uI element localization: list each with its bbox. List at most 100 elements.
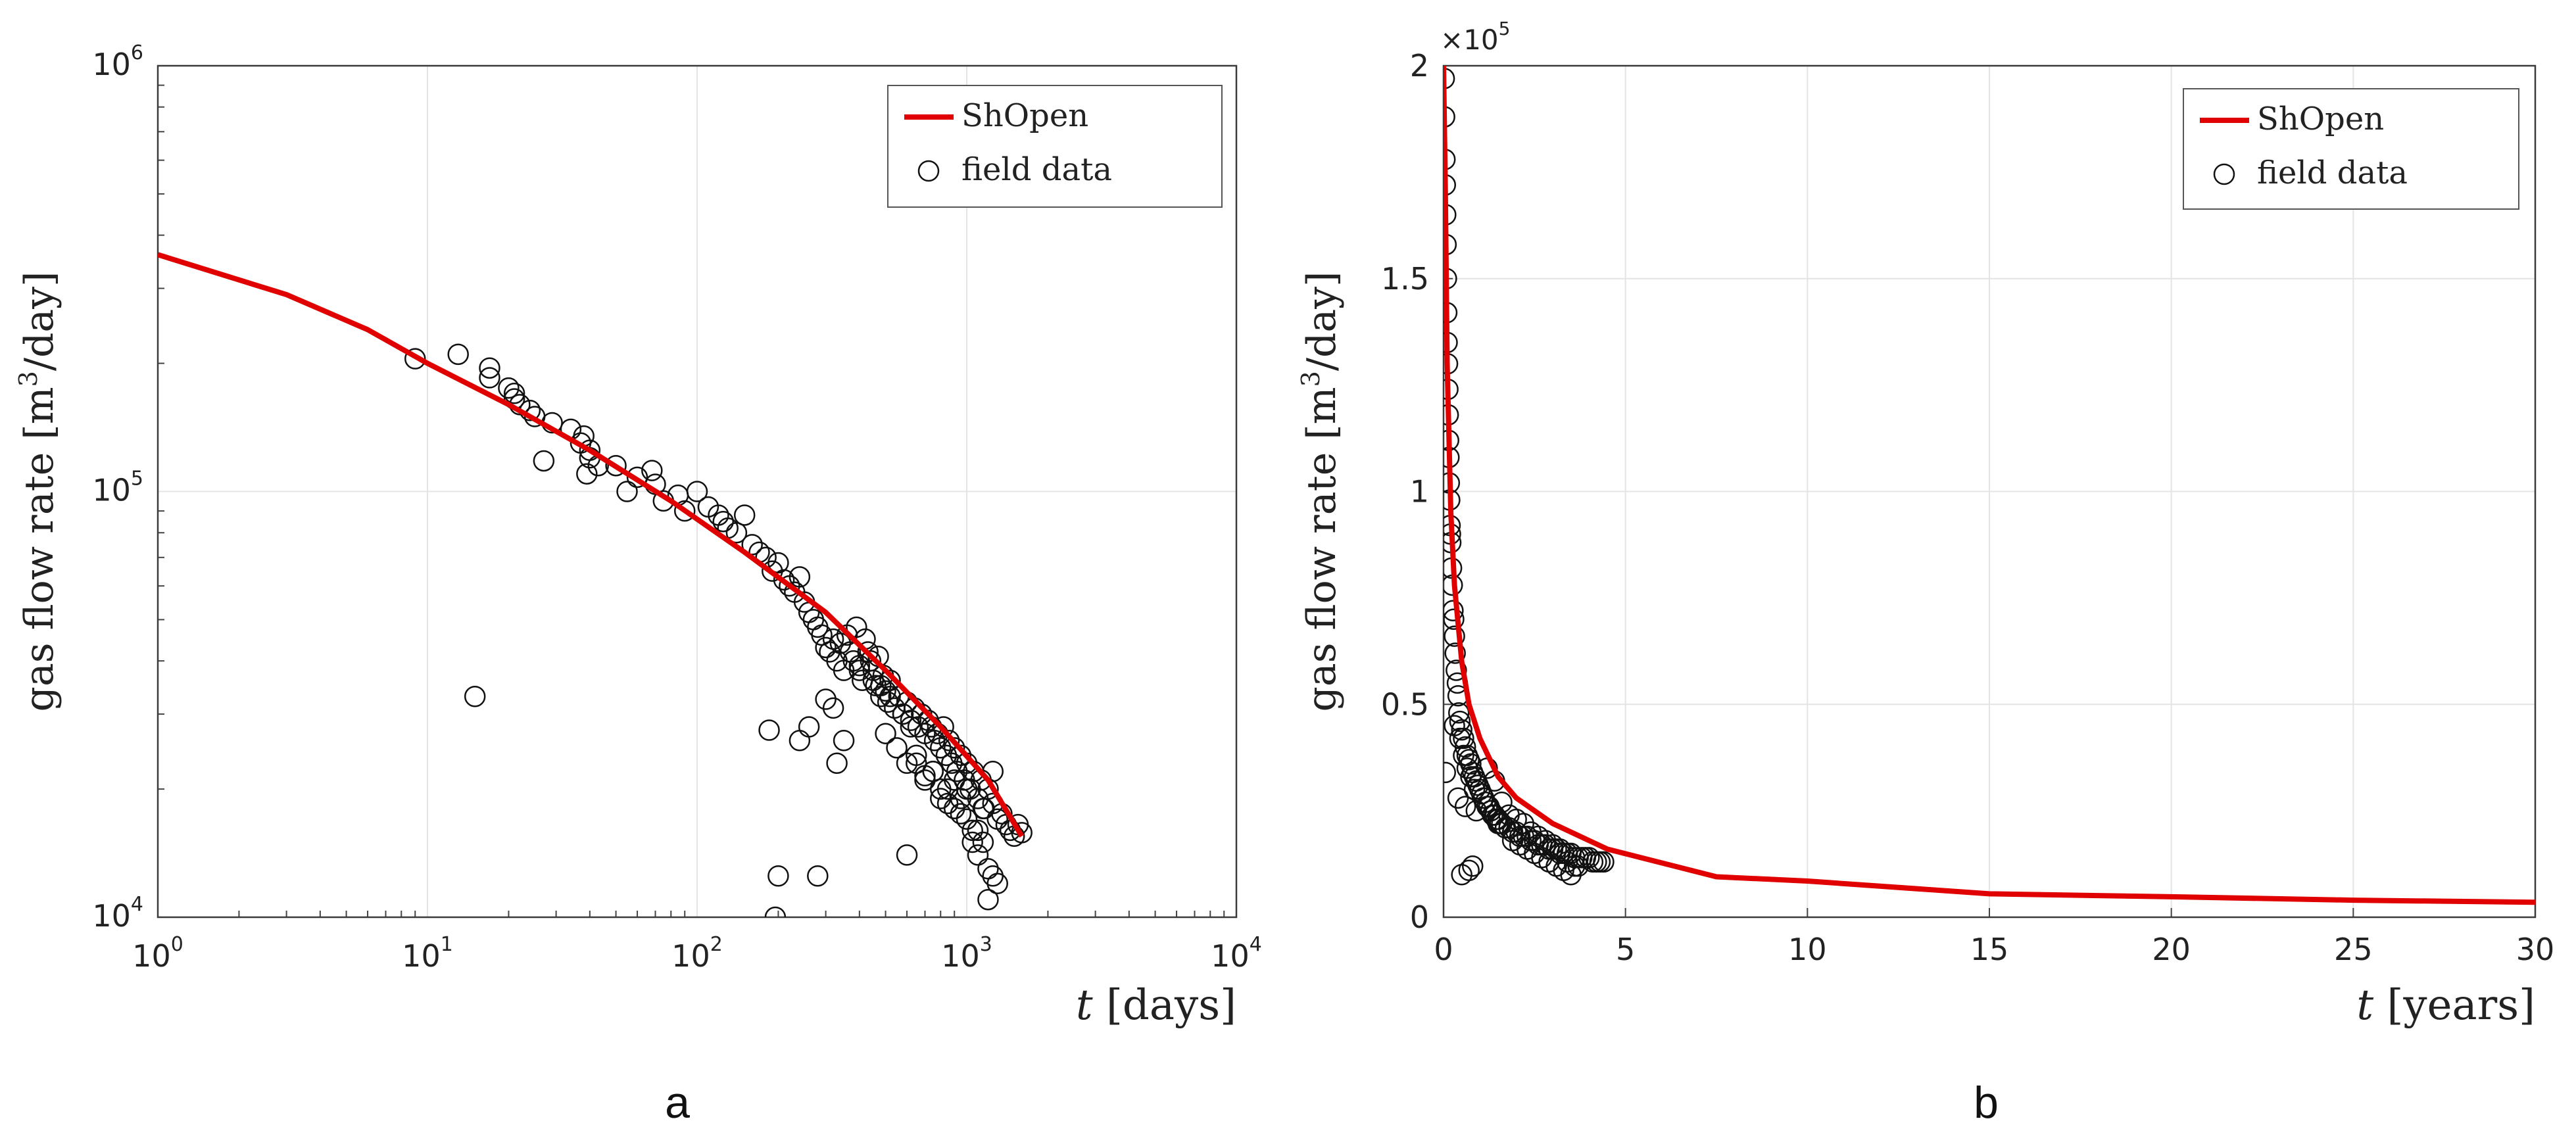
data-point-marker <box>914 769 936 791</box>
x-tick-label: 104 <box>1211 933 1262 974</box>
plot-series <box>158 252 1033 917</box>
data-point-marker <box>1458 859 1480 882</box>
data-point-marker <box>1444 642 1466 664</box>
data-point-marker <box>686 481 708 502</box>
data-point-marker <box>1593 851 1615 873</box>
axes-frame <box>157 64 1238 919</box>
plot-series <box>1444 66 2535 905</box>
x-tick-label: 102 <box>671 933 723 974</box>
y-tick-label: 0 <box>1410 899 1429 935</box>
x-tick-label: 103 <box>941 933 992 974</box>
x-tick-label: 30 <box>2516 932 2555 967</box>
data-point-marker <box>875 723 896 744</box>
legend: ShOpen field data <box>887 85 1223 208</box>
legend-label-shopen: ShOpen <box>2257 101 2384 137</box>
y-tick-label: 2 <box>1410 48 1429 84</box>
data-point-marker <box>815 688 837 710</box>
data-point-marker <box>479 367 500 389</box>
y-tick-label: 1.5 <box>1381 261 1429 297</box>
y-axis-label: gas flow rate [m3/day] <box>1296 272 1345 712</box>
data-point-marker <box>447 343 469 366</box>
data-point-marker <box>935 744 958 767</box>
data-point-marker <box>764 906 787 917</box>
y-multiplier-label: ×105 <box>1440 18 1510 56</box>
data-point-marker <box>1494 817 1517 839</box>
data-point-marker <box>741 534 763 556</box>
data-point-marker <box>498 377 520 399</box>
data-point-marker <box>464 686 486 707</box>
data-point-marker <box>967 819 989 842</box>
series-line-shopen <box>1444 66 2535 905</box>
data-point-marker <box>1567 855 1589 877</box>
data-point-marker <box>950 803 972 825</box>
data-point-marker <box>986 873 1008 894</box>
data-point-marker <box>956 808 978 830</box>
y-tick-label: 106 <box>92 41 143 82</box>
data-point-marker <box>900 709 922 731</box>
x-tick-label: 15 <box>1970 932 2009 967</box>
data-point-marker <box>930 737 952 759</box>
data-point-marker <box>1460 753 1482 775</box>
data-point-marker <box>576 463 598 485</box>
data-point-marker <box>725 521 748 544</box>
data-point-marker <box>712 510 734 533</box>
data-point-marker <box>626 466 648 489</box>
data-point-marker <box>1446 659 1467 681</box>
data-point-marker <box>789 566 811 588</box>
legend-label-field-data: field data <box>2257 155 2408 191</box>
y-tick-label: 104 <box>92 893 143 934</box>
data-point-marker <box>1453 744 1474 767</box>
legend: ShOpen field data <box>2183 88 2519 210</box>
data-point-marker <box>616 481 638 502</box>
data-point-marker <box>404 348 426 370</box>
x-tick-label: 10 <box>1788 932 1827 967</box>
x-tick-label: 25 <box>2334 932 2373 967</box>
data-point-marker <box>892 703 914 725</box>
data-point-marker <box>758 719 780 741</box>
legend-box <box>2183 88 2519 210</box>
data-point-marker <box>1447 702 1470 724</box>
x-tick-label: 100 <box>132 933 183 974</box>
data-point-marker <box>1011 822 1033 844</box>
x-tick-label: 5 <box>1616 932 1635 967</box>
data-point-marker <box>914 765 936 786</box>
data-point-marker <box>479 357 500 379</box>
data-point-marker <box>906 752 927 775</box>
x-axis-label: t [years] <box>2356 981 2535 1030</box>
data-point-marker <box>1447 787 1469 809</box>
data-point-marker <box>1560 864 1582 886</box>
data-point-marker <box>1465 800 1488 822</box>
legend-label-shopen: ShOpen <box>961 97 1088 134</box>
data-point-marker <box>503 383 525 404</box>
data-point-marker <box>930 778 952 800</box>
data-point-marker <box>1449 710 1471 732</box>
data-point-marker <box>826 752 848 775</box>
data-point-marker <box>1449 727 1471 750</box>
chart-panel-b: 0 5 10 15 20 25 30 0 0.5 1 1.5 2 ×105 ShOpen field dat… <box>1296 18 2554 1128</box>
data-point-marker <box>833 730 855 752</box>
data-point-marker <box>815 636 837 659</box>
data-point-marker <box>807 865 829 887</box>
y-axis-label: gas flow rate [m3/day] <box>14 272 62 712</box>
data-point-marker <box>896 844 918 866</box>
data-point-marker <box>933 716 954 738</box>
data-point-marker <box>875 680 896 702</box>
data-point-marker <box>822 697 844 719</box>
data-point-marker <box>773 569 795 591</box>
data-point-marker <box>1444 608 1465 630</box>
data-point-marker <box>977 888 999 911</box>
data-point-marker <box>1460 766 1482 788</box>
data-point-marker <box>1472 787 1495 809</box>
legend-marker-swatch <box>2213 163 2235 185</box>
data-point-marker <box>907 716 929 738</box>
data-point-marker <box>938 730 960 752</box>
data-point-marker <box>936 792 959 815</box>
data-point-marker <box>900 716 922 738</box>
x-tick-label: 20 <box>2152 932 2191 967</box>
data-point-marker <box>972 798 994 819</box>
data-point-marker <box>1480 800 1502 822</box>
data-point-marker <box>961 831 983 853</box>
x-tick-label: 0 <box>1434 932 1453 967</box>
data-point-marker <box>1444 715 1465 736</box>
